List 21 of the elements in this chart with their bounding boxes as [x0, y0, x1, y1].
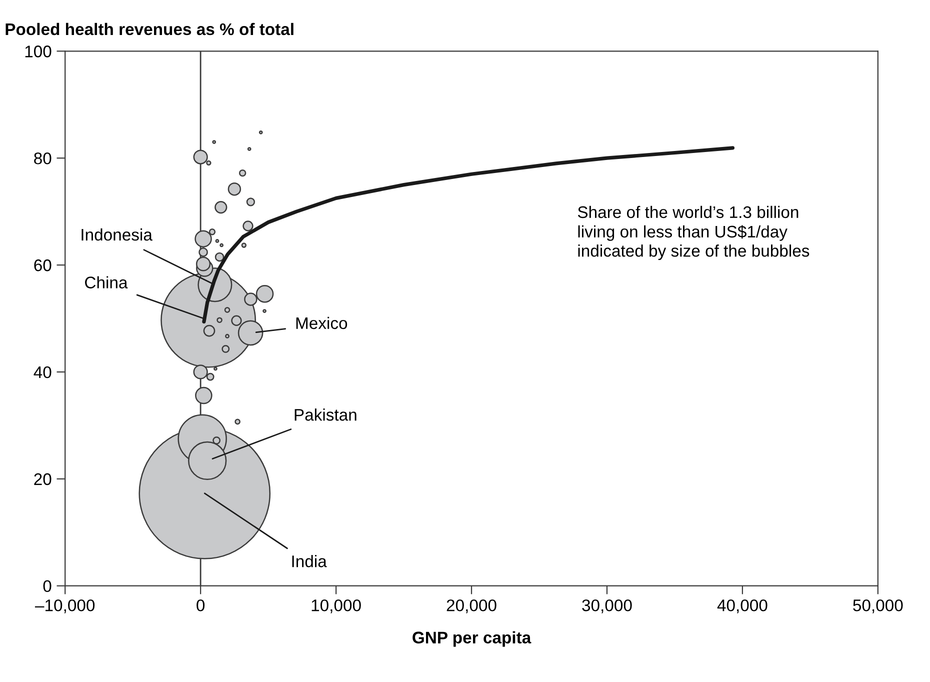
y-tick-label: 80 — [34, 152, 52, 164]
x-tick-label: 40,000 — [717, 599, 768, 614]
annotation: Share of the world’s 1.3 billion living on less than US$1/day indicated by size of the bubbles — [578, 206, 810, 260]
annotation: Pakistan — [294, 408, 356, 421]
x-tick-label: –10,000 — [34, 599, 95, 614]
y-tick-label: 60 — [34, 259, 52, 272]
y-tick-label: 20 — [34, 473, 52, 486]
x-tick-label: 30,000 — [582, 599, 632, 614]
y-tick-label: 40 — [34, 366, 52, 378]
annotation: Indonesia — [82, 228, 152, 241]
x-tick-label: 20,000 — [446, 599, 496, 614]
annotation: China — [85, 276, 128, 288]
chart-title: Pooled health revenues as % of total — [6, 22, 294, 36]
y-tick-label: 100 — [25, 46, 52, 58]
y-tick-label: 0 — [43, 580, 52, 592]
annotation: Mexico — [296, 316, 348, 330]
x-axis-title: GNP per capita — [412, 631, 532, 647]
x-tick-label: 10,000 — [312, 599, 361, 614]
x-tick-label: 0 — [196, 599, 205, 612]
annotation: India — [292, 555, 327, 568]
x-tick-label: 50,000 — [853, 599, 903, 614]
